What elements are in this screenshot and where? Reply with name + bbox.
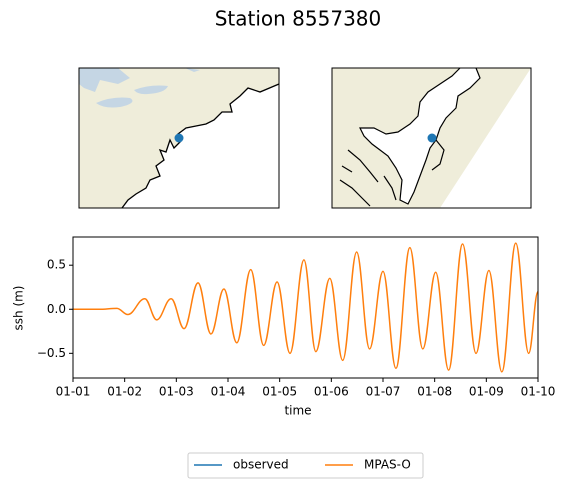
series-line — [73, 242, 538, 373]
x-tick-label: 01-01 — [56, 385, 91, 399]
x-tick-label: 01-05 — [262, 385, 297, 399]
x-axis-label: time — [284, 404, 311, 418]
x-tick-label: 01-03 — [159, 385, 194, 399]
chart-title: Station 8557380 — [215, 7, 382, 31]
legend-label: MPAS-O — [364, 458, 411, 472]
x-tick-label: 01-04 — [211, 385, 246, 399]
map-overview — [78, 67, 280, 209]
y-axis-label: ssh (m) — [12, 286, 26, 331]
x-tick-label: 01-06 — [314, 385, 349, 399]
x-tick-label: 01-02 — [107, 385, 142, 399]
x-tick-label: 01-07 — [366, 385, 401, 399]
map-detail — [331, 67, 532, 209]
legend: observed MPAS-O — [187, 452, 424, 479]
x-tick-label: 01-09 — [469, 385, 504, 399]
x-tick-label: 01-08 — [417, 385, 452, 399]
y-tick-label: −0.5 — [37, 346, 66, 360]
legend-label: observed — [233, 458, 289, 472]
y-tick-label: 0.5 — [47, 258, 66, 272]
axes-frame — [72, 236, 539, 379]
plot-area: −0.5 0.0 0.5 01-01 01-02 01-03 01-04 01-05 01-06… — [37, 236, 556, 399]
y-tick-label: 0.0 — [47, 302, 66, 316]
x-tick-label: 01-10 — [521, 385, 556, 399]
